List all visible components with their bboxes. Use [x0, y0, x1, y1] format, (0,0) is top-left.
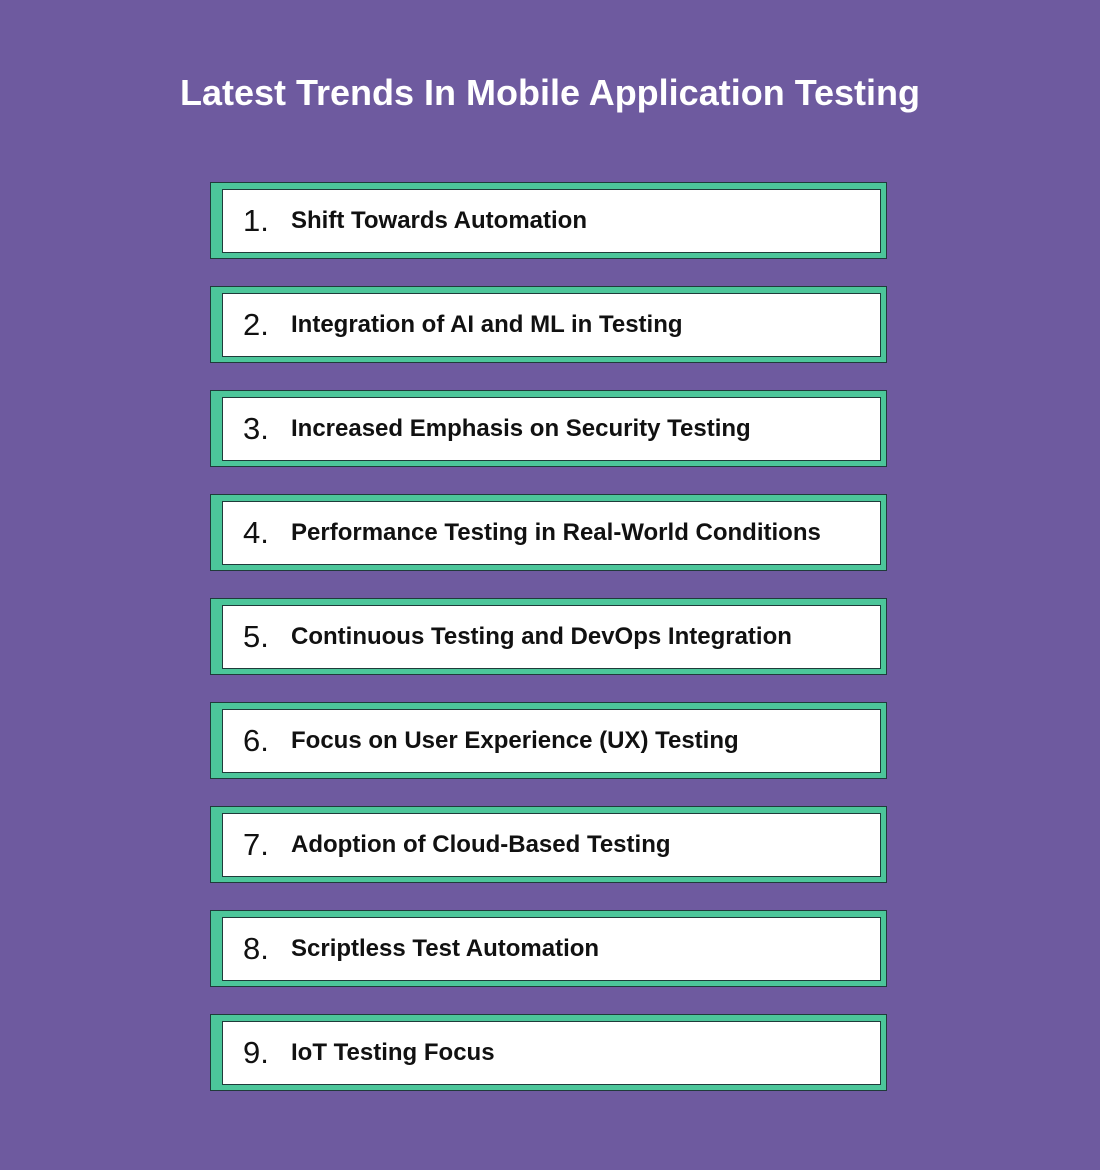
- item-label: Performance Testing in Real-World Condit…: [291, 519, 821, 546]
- item-label: Increased Emphasis on Security Testing: [291, 415, 751, 442]
- item-label: IoT Testing Focus: [291, 1039, 495, 1066]
- item-card: 1. Shift Towards Automation: [222, 189, 881, 253]
- list-item: 6. Focus on User Experience (UX) Testing: [210, 702, 887, 779]
- item-card: 7. Adoption of Cloud-Based Testing: [222, 813, 881, 877]
- item-label: Integration of AI and ML in Testing: [291, 311, 683, 338]
- list-item: 2. Integration of AI and ML in Testing: [210, 286, 887, 363]
- item-card: 6. Focus on User Experience (UX) Testing: [222, 709, 881, 773]
- item-card: 2. Integration of AI and ML in Testing: [222, 293, 881, 357]
- item-number: 2.: [243, 307, 269, 342]
- item-label: Adoption of Cloud-Based Testing: [291, 831, 671, 858]
- item-number: 6.: [243, 723, 269, 758]
- item-number: 1.: [243, 203, 269, 238]
- item-label: Continuous Testing and DevOps Integratio…: [291, 623, 792, 650]
- item-number: 3.: [243, 411, 269, 446]
- item-card: 3. Increased Emphasis on Security Testing: [222, 397, 881, 461]
- item-number: 5.: [243, 619, 269, 654]
- item-label: Focus on User Experience (UX) Testing: [291, 727, 739, 754]
- list-item: 8. Scriptless Test Automation: [210, 910, 887, 987]
- item-card: 5. Continuous Testing and DevOps Integrat…: [222, 605, 881, 669]
- item-number: 8.: [243, 931, 269, 966]
- item-number: 9.: [243, 1035, 269, 1070]
- item-label: Shift Towards Automation: [291, 207, 587, 234]
- item-number: 4.: [243, 515, 269, 550]
- item-card: 9. IoT Testing Focus: [222, 1021, 881, 1085]
- list-item: 4. Performance Testing in Real-World Cond…: [210, 494, 887, 571]
- page-title: Latest Trends In Mobile Application Test…: [179, 72, 921, 113]
- list-item: 3. Increased Emphasis on Security Testing: [210, 390, 887, 467]
- item-number: 7.: [243, 827, 269, 862]
- item-card: 4. Performance Testing in Real-World Cond…: [222, 501, 881, 565]
- item-label: Scriptless Test Automation: [291, 935, 600, 962]
- list-item: 5. Continuous Testing and DevOps Integrat…: [210, 598, 887, 675]
- list-item: 1. Shift Towards Automation: [210, 182, 887, 259]
- item-card: 8. Scriptless Test Automation: [222, 917, 881, 981]
- list-item: 9. IoT Testing Focus: [210, 1014, 887, 1091]
- list-item: 7. Adoption of Cloud-Based Testing: [210, 806, 887, 883]
